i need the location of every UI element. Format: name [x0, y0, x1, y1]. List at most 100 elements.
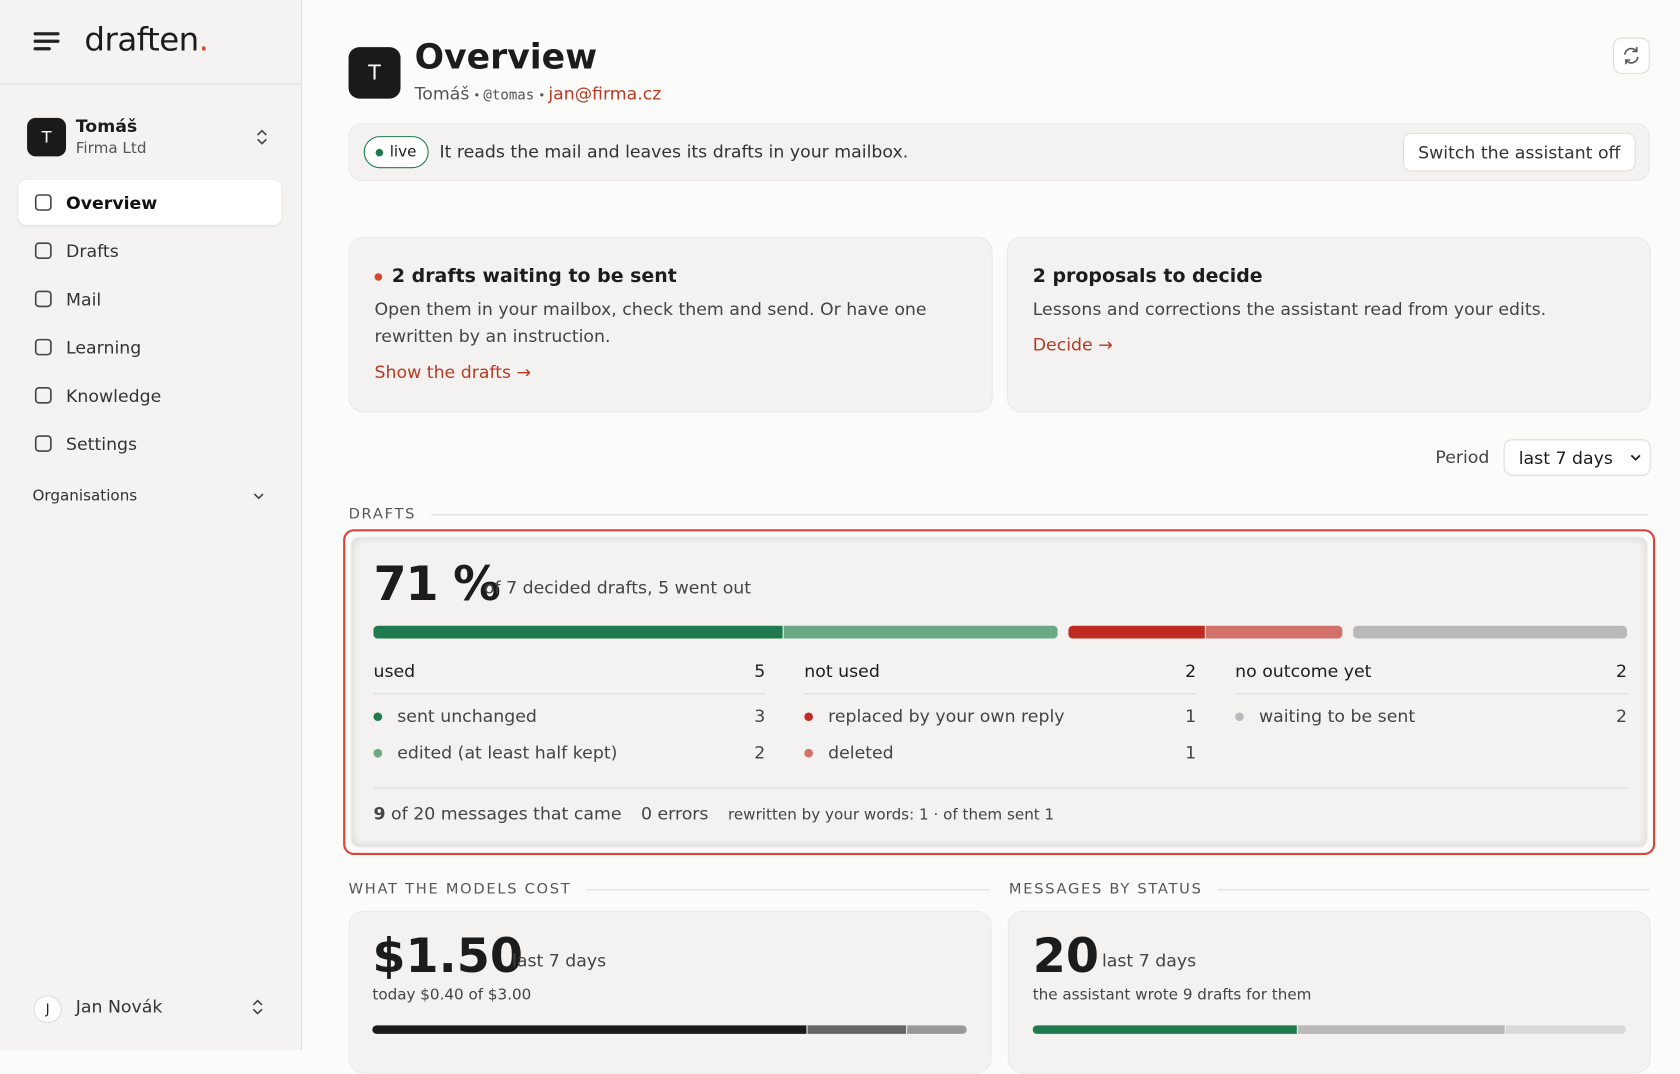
card-text: Open them in your mailbox, check them an…	[374, 298, 927, 347]
cost-amount: $1.50	[372, 928, 524, 984]
item-count: 1	[1185, 742, 1197, 763]
status-text: It reads the mail and leaves its drafts …	[439, 141, 909, 162]
nav-label: Knowledge	[66, 385, 162, 406]
card-text: Lessons and corrections the assistant re…	[1032, 298, 1547, 320]
item-count: 1	[1185, 706, 1197, 727]
item-label: waiting to be sent	[1258, 706, 1416, 727]
nav-label: Mail	[66, 288, 102, 310]
group-total: 2	[1615, 661, 1627, 682]
nav-item[interactable]: Mail	[18, 276, 281, 321]
user-switch[interactable]	[251, 999, 264, 1016]
period-select[interactable]: last 7 days	[1503, 439, 1651, 476]
email[interactable]: jan@firma.cz	[548, 83, 662, 104]
bar-segment	[784, 625, 1058, 639]
rate: 71 %	[373, 557, 500, 612]
messages-card: 20 last 7 days the assistant wrote 9 dra…	[1007, 910, 1651, 1074]
card-title: 2 proposals to decide	[1033, 266, 1263, 287]
nav-label: Drafts	[66, 240, 119, 261]
refresh-button[interactable]	[1612, 37, 1650, 74]
user-avatar[interactable]: J	[33, 995, 62, 1024]
organisations-toggle[interactable]: Organisations	[32, 487, 138, 505]
legend-dot	[373, 712, 383, 722]
highlight	[343, 529, 1656, 855]
menu-icon[interactable]	[33, 32, 60, 51]
cost-bar	[372, 1025, 967, 1034]
rewritten: rewritten by your words: 1 · of them sen…	[727, 806, 1055, 824]
rate-summary: of 7 decided drafts, 5 went out	[483, 577, 752, 598]
cost-note: today $0.40 of $3.00	[372, 986, 532, 1004]
nav-item[interactable]: Overview	[18, 179, 282, 225]
card-title-text: 2 drafts waiting to be sent	[391, 265, 677, 288]
legend-dot	[804, 748, 813, 758]
account-avatar[interactable]: T	[27, 117, 67, 157]
period-value: last 7 days	[1518, 447, 1613, 468]
nav-label: Settings	[66, 433, 138, 454]
user-name: Tomáš	[414, 83, 470, 104]
page-title: Overview	[414, 36, 598, 78]
section-title: WHAT THE MODELS COST	[348, 880, 572, 898]
assistant-off-button[interactable]: Switch the assistant off	[1402, 132, 1636, 172]
drafts-card: 71 % of 7 decided drafts, 5 went out 9 o…	[350, 536, 1648, 848]
section-heading: MESSAGES BY STATUS	[1009, 881, 1650, 898]
section-title: DRAFTS	[348, 505, 417, 523]
page-avatar: T	[348, 47, 401, 99]
live-badge: live	[363, 136, 429, 169]
chevron	[253, 493, 264, 500]
group-name: no outcome yet	[1235, 661, 1372, 682]
account-name[interactable]: Tomáš	[75, 115, 138, 137]
user-name[interactable]: Jan Novák	[75, 996, 163, 1017]
messages-bar	[1032, 1025, 1626, 1034]
period-label: Period	[1435, 446, 1490, 468]
account-org: Firma Ltd	[75, 140, 147, 158]
brand: draften.	[84, 21, 209, 59]
group-total: 2	[1185, 661, 1197, 682]
divider	[804, 693, 1197, 695]
badge-text: live	[389, 143, 417, 161]
nav-item[interactable]: Drafts	[18, 228, 281, 273]
handle: @tomas	[483, 87, 535, 104]
divider	[1235, 693, 1627, 695]
card-title-text: 2 proposals to decide	[1032, 265, 1263, 288]
nav-label: Overview	[66, 192, 158, 213]
section-heading: WHAT THE MODELS COST	[349, 881, 990, 898]
messages-period: last 7 days	[1101, 950, 1197, 971]
notice-card: 2 drafts waiting to be sent Open them in …	[348, 236, 993, 413]
messages-note: the assistant wrote 9 drafts for them	[1032, 986, 1312, 1004]
card-link[interactable]: Show the drafts →	[374, 362, 532, 383]
nav-item[interactable]: Settings	[18, 421, 281, 466]
nav-item[interactable]: Knowledge	[18, 373, 281, 418]
bar-segment	[373, 625, 784, 639]
item-label: edited (at least half kept)	[397, 742, 618, 763]
page: draften. T Tomáš Firma Ltd Organisations…	[0, 0, 1680, 1050]
legend-dot	[1235, 712, 1244, 722]
legend-dot	[373, 748, 383, 758]
cost-card: $1.50 last 7 days today $0.40 of $3.00	[348, 910, 992, 1074]
page-subtitle: Tomáš @tomas jan@firma.cz	[415, 84, 662, 104]
card-link[interactable]: Decide →	[1032, 334, 1113, 355]
app: draften. T Tomáš Firma Ltd Organisations…	[0, 0, 1680, 1050]
group-total: 5	[754, 661, 766, 682]
account-switch[interactable]	[255, 129, 268, 146]
cost-period: last 7 days	[512, 950, 607, 971]
section-title: MESSAGES BY STATUS	[1008, 880, 1203, 898]
came-text: of 20 messages that came	[391, 803, 622, 824]
brand-dot: .	[198, 21, 209, 59]
nav-item[interactable]: Learning	[18, 325, 281, 370]
drafts-footer: 9 of 20 messages that came 0 errors rewrit…	[373, 804, 1054, 824]
section-heading: DRAFTS	[349, 506, 1648, 523]
notice-card: 2 proposals to decide Lessons and correct…	[1006, 236, 1651, 413]
messages-amount: 20	[1032, 928, 1099, 984]
errors: 0 errors	[640, 803, 709, 824]
bar-segment	[1205, 625, 1343, 639]
item-label: sent unchanged	[397, 706, 537, 727]
nav-label: Learning	[66, 336, 142, 358]
brand-name: draften	[84, 21, 199, 59]
bar-segment	[1353, 625, 1627, 639]
item-count: 2	[1615, 706, 1627, 727]
item-label: replaced by your own reply	[828, 706, 1065, 727]
item-count: 3	[754, 706, 766, 727]
group-name: used	[373, 661, 416, 682]
item-label: deleted	[828, 742, 894, 763]
item-count: 2	[754, 742, 766, 763]
group-name: not used	[804, 661, 880, 682]
